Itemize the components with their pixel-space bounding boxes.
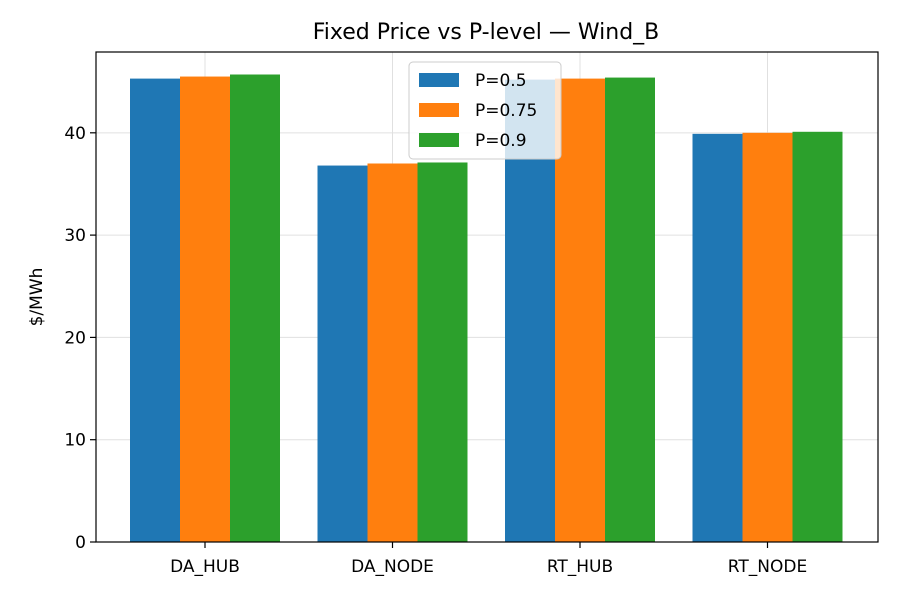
x-axis-ticks: DA_HUB DA_NODE RT_HUB RT_NODE: [170, 542, 807, 577]
bar-da-node-series-2: [367, 163, 418, 543]
y-axis-ticks: 0 10 20 30 40: [64, 124, 96, 553]
bar-da-node-series-3: [417, 162, 468, 542]
bars: [130, 74, 843, 543]
y-tick-label: 10: [64, 431, 86, 451]
y-tick-label: 40: [64, 124, 86, 144]
y-tick-label: 30: [64, 226, 86, 246]
bar-rt-node-series-1: [692, 133, 743, 542]
legend-label: P=0.5: [475, 71, 527, 91]
plot-area-frame: [95, 51, 879, 543]
legend-swatch: [419, 73, 459, 87]
legend-swatch: [419, 133, 459, 147]
y-tick-label: 0: [75, 533, 86, 553]
x-tick-label: DA_NODE: [351, 557, 434, 577]
x-tick-label: DA_HUB: [170, 557, 240, 577]
y-tick-label: 20: [64, 328, 86, 348]
chart-title: Fixed Price vs P-level — Wind_B: [313, 20, 660, 45]
y-axis-label: $/MWh: [27, 268, 47, 327]
legend-label: P=0.9: [475, 131, 527, 151]
bar-da-hub-series-2: [180, 76, 230, 542]
legend-swatch: [419, 103, 459, 117]
bar-da-node-series-1: [317, 165, 368, 542]
legend: P=0.5 P=0.75 P=0.9: [408, 61, 562, 160]
bar-rt-node-series-3: [792, 131, 843, 542]
bar-rt-hub-series-3: [605, 77, 655, 543]
bar-rt-node-series-2: [742, 132, 793, 542]
x-tick-label: RT_NODE: [728, 557, 807, 577]
legend-label: P=0.75: [475, 101, 537, 121]
bar-da-hub-series-3: [230, 74, 280, 542]
bar-da-hub-series-1: [130, 78, 180, 542]
bar-rt-hub-series-2: [555, 78, 605, 542]
x-tick-label: RT_HUB: [547, 557, 613, 577]
